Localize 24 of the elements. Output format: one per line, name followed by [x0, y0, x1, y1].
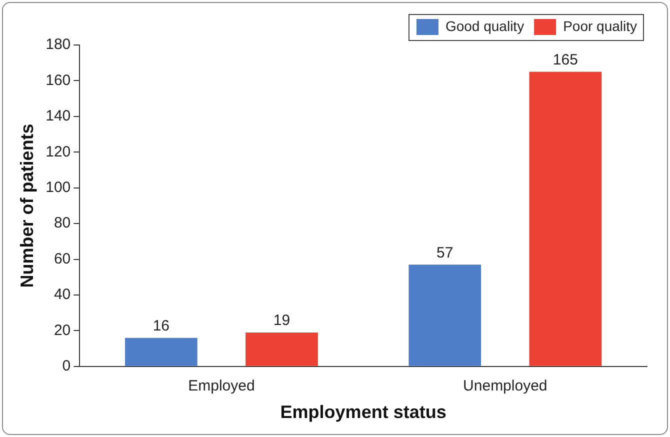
- bar: [408, 264, 482, 366]
- legend-label: Good quality: [445, 18, 524, 34]
- y-tick-label: 100: [46, 178, 71, 196]
- y-tick-label: 180: [46, 36, 71, 54]
- bar: [529, 72, 602, 366]
- y-tick-label: 60: [54, 250, 71, 268]
- bar: [125, 338, 198, 366]
- data-label: 57: [436, 244, 454, 262]
- data-label: 165: [552, 51, 578, 68]
- y-axis-title: Number of patients: [16, 124, 37, 288]
- y-tick-label: 120: [46, 143, 71, 160]
- data-label: 16: [152, 317, 170, 334]
- y-tick-label: 80: [54, 214, 71, 232]
- x-tick-label: Employed: [188, 378, 255, 395]
- y-tick-label: 140: [46, 108, 71, 125]
- bar: [246, 332, 318, 366]
- legend-label: Poor quality: [563, 18, 638, 34]
- x-axis-title: Employment status: [280, 402, 446, 422]
- x-tick-label: Unemployed: [463, 378, 548, 395]
- y-tick-label: 20: [54, 322, 71, 339]
- y-tick-label: 0: [62, 358, 71, 375]
- data-label: 19: [273, 312, 290, 330]
- y-tick-label: 160: [46, 72, 71, 89]
- y-tick-label: 40: [54, 286, 71, 304]
